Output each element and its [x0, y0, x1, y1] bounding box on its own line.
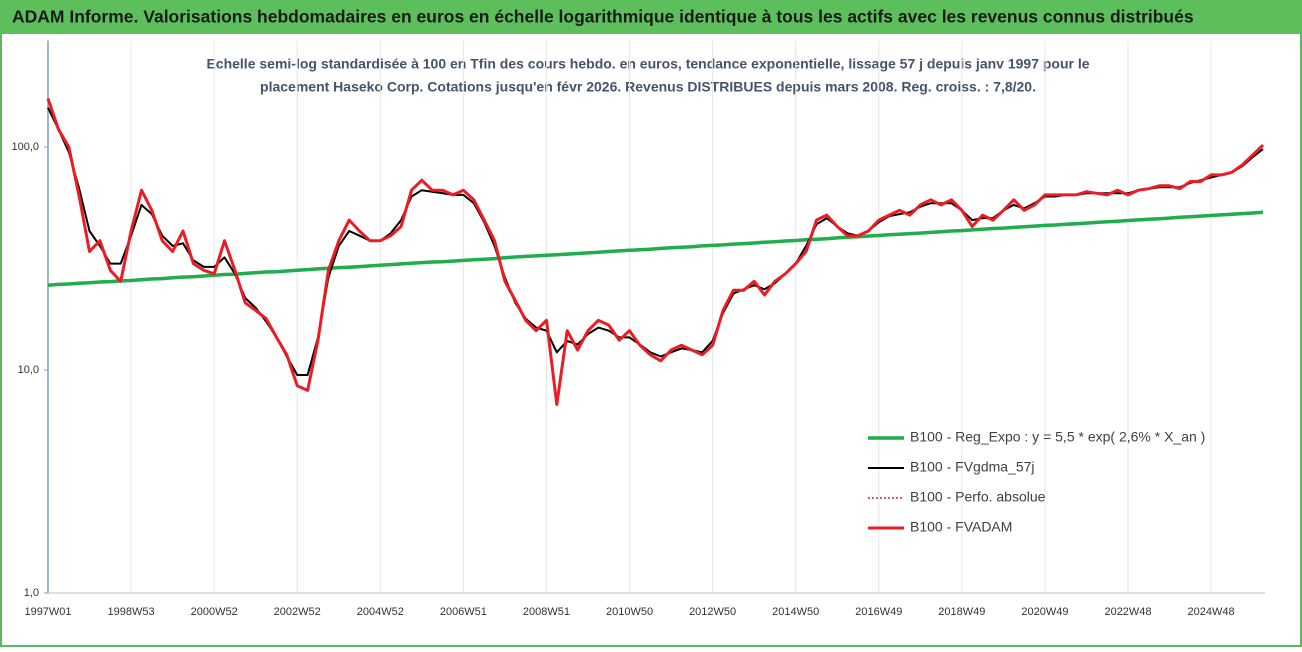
- series-line: [47, 210, 1264, 287]
- x-tick-label: 2000W52: [191, 606, 238, 618]
- x-tick-label: 2008W51: [523, 606, 570, 618]
- legend-label: B100 - Perfo. absolue: [910, 489, 1046, 505]
- legend-label: B100 - FVgdma_57j: [910, 459, 1035, 475]
- x-tick-label: 2024W48: [1188, 606, 1235, 618]
- x-tick-label: 2004W52: [357, 606, 404, 618]
- x-tick-label: 2014W50: [772, 606, 819, 618]
- chart-subtitle: Echelle semi-log standardisée à 100 en T…: [206, 56, 1089, 72]
- x-tick-label: 1997W01: [24, 606, 71, 618]
- series-line: [46, 98, 1265, 406]
- y-tick-label: 10,0: [18, 364, 39, 376]
- chart-title: ADAM Informe. Valorisations hebdomadaire…: [12, 7, 1194, 27]
- legend-label: B100 - FVADAM: [910, 519, 1012, 535]
- x-tick-label: 2010W50: [606, 606, 653, 618]
- y-tick-label: 100,0: [11, 141, 39, 153]
- x-tick-label: 2002W52: [274, 606, 321, 618]
- header-bar: [0, 0, 1302, 34]
- x-tick-label: 2018W49: [938, 606, 985, 618]
- x-tick-label: 2022W48: [1104, 606, 1151, 618]
- chart-subtitle: placement Haseko Corp. Cotations jusqu'e…: [260, 79, 1036, 95]
- legend-label: B100 - Reg_Expo : y = 5,5 * exp( 2,6% * …: [910, 429, 1205, 445]
- y-tick-label: 1,0: [24, 587, 39, 599]
- x-tick-label: 2020W49: [1021, 606, 1068, 618]
- x-tick-label: 2006W51: [440, 606, 487, 618]
- x-tick-label: 2012W50: [689, 606, 736, 618]
- x-tick-label: 2016W49: [855, 606, 902, 618]
- x-tick-label: 1998W53: [108, 606, 155, 618]
